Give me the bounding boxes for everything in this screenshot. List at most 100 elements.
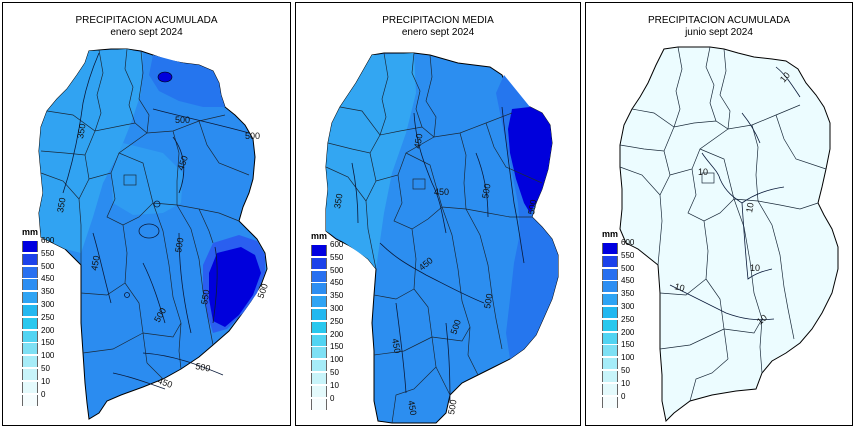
zone-max-east-2 bbox=[508, 107, 552, 213]
legend-label: 450 bbox=[621, 276, 635, 286]
legend-entry: 600 bbox=[311, 240, 351, 257]
contour-label: 500 bbox=[245, 131, 260, 141]
legend-label: 300 bbox=[621, 302, 635, 311]
legend-label: 350 bbox=[621, 289, 635, 299]
legend-2: mm 600 550 500 450 350 300 250 200 150 100 50 10 0 bbox=[311, 231, 361, 421]
legend-label: 150 bbox=[41, 338, 55, 348]
legend-swatch bbox=[311, 283, 327, 295]
legend-swatch bbox=[22, 356, 38, 368]
legend-swatch bbox=[311, 347, 327, 359]
province-map-2: 450 450 500 350 500 450 450 500 450 500 … bbox=[325, 52, 559, 424]
legend-label: 500 bbox=[41, 261, 55, 271]
contour-labels-3: 10 10 10 10 10 10 bbox=[673, 70, 791, 326]
contour-label: 500 bbox=[480, 183, 492, 200]
legend-swatch bbox=[311, 360, 327, 372]
zone-max-north bbox=[157, 71, 173, 83]
contour-label: 450 bbox=[390, 338, 402, 355]
legend-swatch bbox=[22, 343, 38, 355]
legend-label: 450 bbox=[330, 278, 344, 288]
legend-unit: mm bbox=[602, 229, 619, 239]
contour-label: 350 bbox=[75, 123, 87, 140]
contour-labels-2: 450 450 500 350 500 450 450 500 450 500 … bbox=[332, 133, 538, 416]
legend-label: 0 bbox=[330, 393, 335, 403]
legend-entry: 550 bbox=[311, 253, 351, 270]
legend-entry: 550 bbox=[22, 249, 62, 266]
legend-entry: 350 bbox=[602, 289, 642, 306]
contour-label: 500 bbox=[446, 399, 458, 416]
legend-label: 150 bbox=[621, 340, 635, 350]
legend-swatch bbox=[602, 255, 618, 267]
legend-swatch bbox=[311, 309, 327, 320]
map-title-2: PRECIPITACION MEDIA bbox=[382, 15, 494, 26]
legend-entry: 450 bbox=[22, 274, 62, 291]
legend-1: mm 600 550 500 450 350 300 250 200 150 100 50 10 0 bbox=[22, 227, 72, 417]
contour-label: 500 bbox=[448, 318, 463, 336]
legend-label: 450 bbox=[41, 274, 55, 284]
contour-label: 10 bbox=[755, 312, 769, 326]
legend-label: 550 bbox=[330, 252, 344, 262]
map-subtitle-3: junio sept 2024 bbox=[685, 27, 753, 38]
province-shape-3 bbox=[619, 46, 839, 423]
contour-label: 350 bbox=[55, 197, 67, 214]
legend-entry: 250 bbox=[311, 317, 351, 334]
legend-entry: 0 bbox=[602, 392, 642, 409]
legend-entry: 150 bbox=[602, 340, 642, 357]
map-subtitle-1: enero sept 2024 bbox=[110, 27, 183, 38]
legend-entry: 100 bbox=[22, 351, 62, 368]
legend-label: 150 bbox=[330, 342, 344, 352]
legend-swatch bbox=[311, 398, 327, 410]
legend-swatch bbox=[311, 321, 327, 333]
legend-entry: 10 bbox=[602, 379, 642, 396]
province-map-3: 10 10 10 10 10 10 bbox=[619, 46, 839, 423]
legend-unit: mm bbox=[311, 231, 328, 241]
legend-entry: 50 bbox=[602, 366, 642, 383]
legend-entry: 450 bbox=[602, 276, 642, 293]
legend-swatch bbox=[311, 385, 327, 397]
contour-label: 450 bbox=[175, 154, 190, 172]
legend-entry: 450 bbox=[311, 278, 351, 295]
legend-label: 10 bbox=[41, 376, 50, 386]
legend-label: 10 bbox=[621, 378, 630, 388]
contour-label: 350 bbox=[332, 193, 344, 210]
legend-swatch bbox=[22, 330, 38, 342]
contour-label: 500 bbox=[173, 237, 185, 254]
legend-swatch bbox=[602, 268, 618, 280]
legend-label: 600 bbox=[330, 240, 344, 249]
contour-label: 450 bbox=[156, 375, 174, 390]
legend-label: 200 bbox=[330, 329, 344, 339]
department-boundaries-2 bbox=[325, 52, 543, 424]
map-panel-2: 450 450 500 350 500 450 450 500 450 500 … bbox=[295, 2, 581, 426]
legend-swatch bbox=[602, 243, 618, 254]
legend-swatch bbox=[311, 334, 327, 346]
legend-entry: 150 bbox=[311, 342, 351, 359]
legend-label: 500 bbox=[621, 263, 635, 273]
legend-entry: 350 bbox=[311, 291, 351, 308]
legend-entry: 550 bbox=[602, 251, 642, 268]
legend-entry: 500 bbox=[22, 262, 62, 279]
legend-label: 0 bbox=[41, 389, 46, 399]
legend-label: 600 bbox=[621, 238, 635, 247]
legend-swatch bbox=[22, 241, 38, 252]
contour-label: 500 bbox=[482, 293, 494, 310]
legend-label: 350 bbox=[41, 287, 55, 297]
legend-swatch bbox=[602, 396, 618, 408]
legend-swatch bbox=[22, 317, 38, 329]
legend-swatch bbox=[602, 371, 618, 382]
legend-entry: 100 bbox=[602, 353, 642, 370]
legend-entry: 300 bbox=[22, 300, 62, 317]
map-title-1: PRECIPITACION ACUMULADA bbox=[75, 15, 218, 26]
legend-entry: 50 bbox=[311, 368, 351, 385]
legend-entry: 600 bbox=[602, 238, 642, 255]
legend-label: 50 bbox=[41, 364, 50, 373]
legend-entry: 200 bbox=[602, 328, 642, 345]
contour-label: 500 bbox=[195, 361, 212, 373]
legend-swatch bbox=[22, 279, 38, 291]
contour-label: 10 bbox=[698, 167, 708, 177]
map-title-3: PRECIPITACION ACUMULADA bbox=[647, 15, 791, 26]
map-panel-3: 10 10 10 10 10 10 PRECIPITACION ACUMULAD… bbox=[585, 2, 853, 426]
legend-entry: 150 bbox=[22, 338, 62, 355]
contour-label: 450 bbox=[412, 133, 424, 150]
legend-label: 350 bbox=[330, 291, 344, 301]
legend-swatch bbox=[311, 270, 327, 282]
legend-entry: 10 bbox=[22, 377, 62, 394]
